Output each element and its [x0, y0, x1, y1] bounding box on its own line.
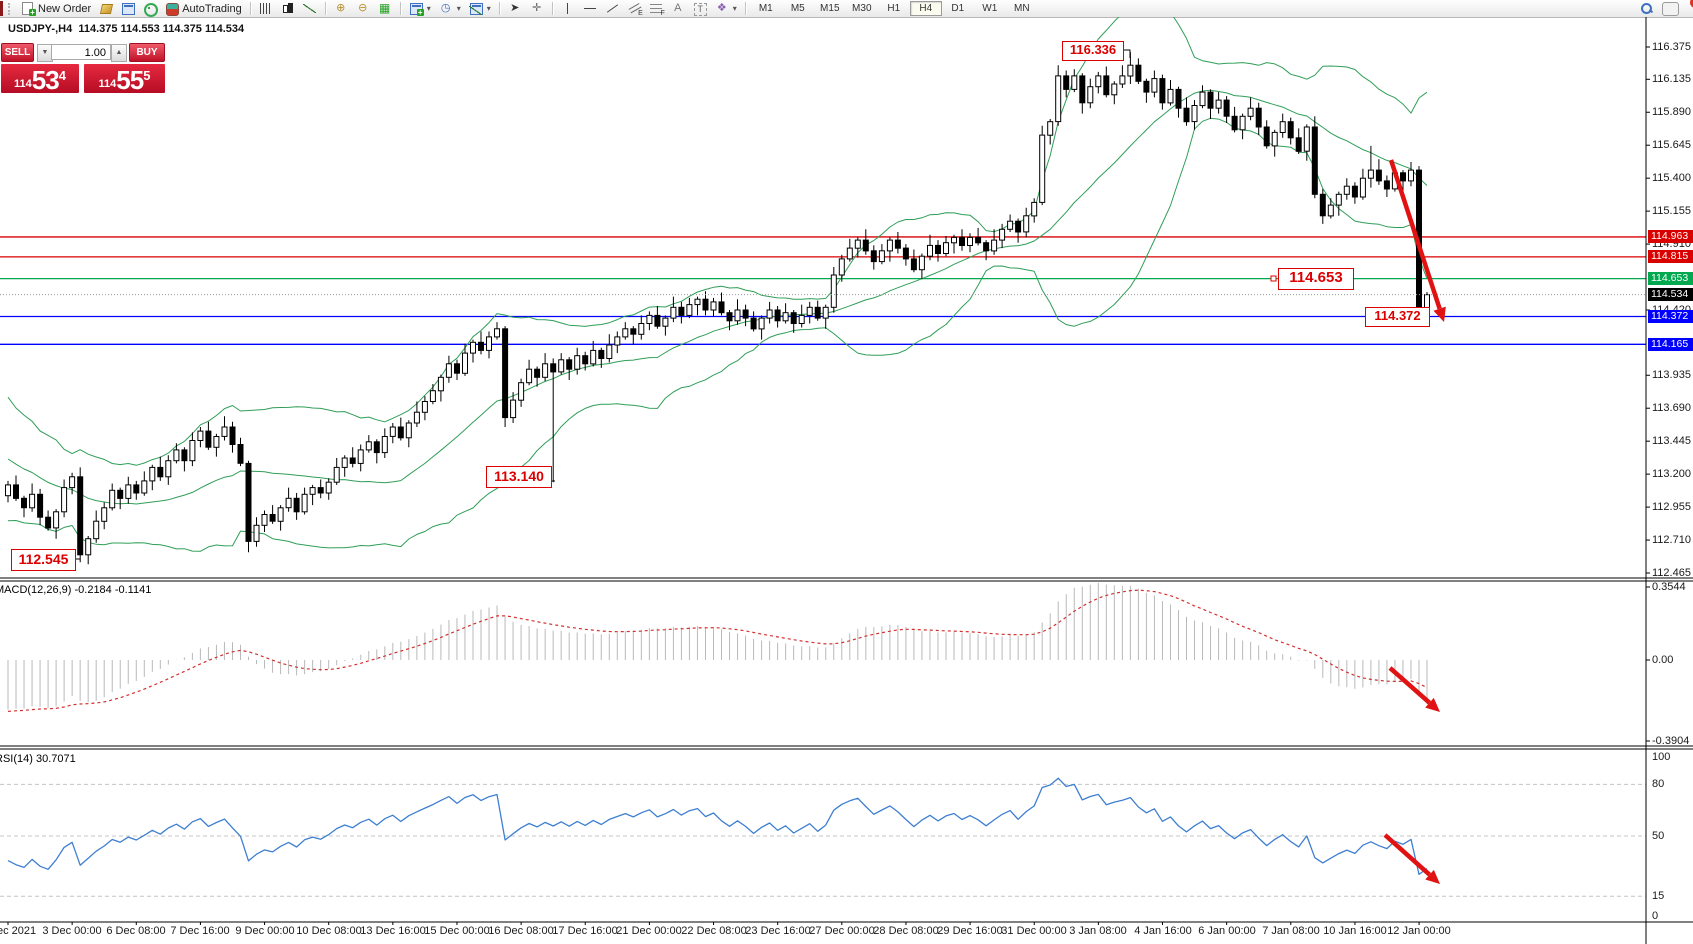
volume-input[interactable]: 1.00 — [51, 44, 111, 60]
window-edge — [0, 1, 3, 16]
rsi-label: RSI(14) 30.7071 — [0, 753, 76, 765]
crosshair-button[interactable]: ✛ — [526, 1, 548, 16]
sell-price-big-figure: 114 — [14, 78, 32, 90]
text-icon: A — [674, 2, 682, 14]
timeframe-d1[interactable]: D1 — [951, 3, 965, 14]
templates-icon — [468, 2, 483, 15]
ohlc-readout: 114.375 114.553 114.375 114.534 — [78, 23, 245, 35]
toolbar: + New Order AutoTrading ⊕ ⊖ ▦ + ▾ ◷ ▾ ▾ ➤ … — [0, 0, 1693, 18]
timeframe-group: M1 M5 M15 M30 H1 H4 D1 W1 MN — [750, 1, 1038, 16]
notifications-button[interactable]: 1 — [1658, 0, 1693, 16]
zoom-in-icon: ⊕ — [336, 2, 346, 14]
navigator-button[interactable] — [139, 1, 161, 17]
new-order-button[interactable]: + New Order — [17, 1, 95, 17]
horizontal-line-button[interactable] — [579, 1, 601, 16]
chart-title: USDJPY-,H4 114.375 114.553 114.375 114.5… — [8, 23, 244, 35]
volume-increase-button[interactable]: ▲ — [111, 44, 127, 62]
fibonacci-button[interactable]: F — [645, 1, 667, 17]
tile-windows-icon: ▦ — [379, 1, 391, 15]
timeframe-m1[interactable]: M1 — [758, 3, 773, 14]
crosshair-icon: ✛ — [532, 2, 542, 14]
arrows-tool-button[interactable]: ❖ ▾ — [711, 1, 741, 16]
vertical-line-icon — [561, 2, 575, 15]
candlestick-button[interactable] — [277, 1, 299, 16]
notification-badge: 1 — [1690, 0, 1693, 8]
new-chart-icon: + — [409, 2, 424, 17]
volume-decrease-button[interactable]: ▼ — [37, 44, 53, 62]
one-click-trading-panel: SELL ▼ 1.00 ▲ BUY 114 53 4 114 55 5 — [1, 41, 165, 93]
symbol-period: USDJPY-,H4 — [8, 23, 73, 35]
text-label-icon: T — [693, 2, 707, 16]
templates-button[interactable]: ▾ — [465, 1, 495, 16]
data-window-button[interactable] — [117, 1, 139, 16]
timeframe-m5[interactable]: M5 — [790, 3, 805, 14]
timeframe-m30[interactable]: M30 — [852, 3, 872, 14]
buy-price-big-figure: 114 — [98, 78, 117, 90]
text-button[interactable]: A — [667, 1, 689, 16]
line-chart-icon — [302, 2, 317, 15]
timeframe-m15[interactable]: M15 — [820, 3, 840, 14]
sell-button[interactable]: SELL — [1, 43, 34, 62]
sell-price-main: 53 — [31, 65, 60, 95]
search-icon — [1640, 2, 1654, 15]
sell-price-box[interactable]: 114 53 4 — [1, 64, 79, 93]
vertical-line-button[interactable] — [557, 1, 579, 16]
equidistant-channel-icon: E — [627, 2, 643, 17]
timeframe-h1[interactable]: H1 — [887, 3, 901, 14]
data-window-icon — [121, 2, 136, 15]
arrows-tool-icon: ❖ — [716, 2, 727, 14]
bar-chart-button[interactable] — [255, 1, 277, 16]
new-order-label: New Order — [38, 2, 92, 15]
toolbar-grip — [8, 2, 14, 15]
timeframe-w1[interactable]: W1 — [982, 3, 998, 14]
timeframe-h4[interactable]: H4 — [909, 1, 942, 16]
buy-price-pip: 5 — [143, 68, 151, 83]
cursor-button[interactable]: ➤ — [504, 1, 526, 16]
autotrading-label: AutoTrading — [182, 2, 242, 15]
sell-price-pip: 4 — [58, 68, 66, 83]
fibonacci-icon: F — [649, 2, 665, 17]
text-label-button[interactable]: T — [689, 1, 711, 16]
search-button[interactable] — [1636, 1, 1658, 16]
zoom-out-icon: ⊖ — [358, 2, 368, 14]
cursor-icon: ➤ — [510, 2, 520, 14]
bar-chart-icon — [259, 2, 273, 15]
macd-values: -0.2184 -0.1141 — [74, 584, 152, 596]
new-chart-button[interactable]: + ▾ — [405, 1, 435, 17]
autotrading-icon — [165, 2, 180, 16]
horizontal-line-icon — [583, 2, 597, 15]
navigator-icon — [143, 2, 159, 17]
buy-price-main: 55 — [116, 65, 144, 95]
macd-label: MACD(12,26,9) -0.2184 -0.1141 — [0, 584, 152, 596]
buy-price-box[interactable]: 114 55 5 — [84, 64, 165, 93]
zoom-out-button[interactable]: ⊖ — [352, 1, 374, 16]
profiles-button[interactable]: ◷ ▾ — [435, 1, 465, 16]
new-order-icon: + — [21, 2, 36, 17]
autotrading-button[interactable]: AutoTrading — [161, 1, 246, 16]
chat-icon — [1662, 1, 1679, 16]
buy-button[interactable]: BUY — [129, 43, 165, 62]
tile-windows-button[interactable]: ▦ — [374, 1, 396, 16]
equidistant-channel-button[interactable]: E — [623, 1, 645, 17]
line-chart-button[interactable] — [299, 1, 321, 16]
candlestick-icon — [281, 2, 295, 15]
zoom-in-button[interactable]: ⊕ — [330, 1, 352, 16]
profiles-icon: ◷ — [440, 2, 451, 14]
rsi-value: 30.7071 — [35, 753, 76, 765]
timeframe-mn[interactable]: MN — [1014, 3, 1030, 14]
